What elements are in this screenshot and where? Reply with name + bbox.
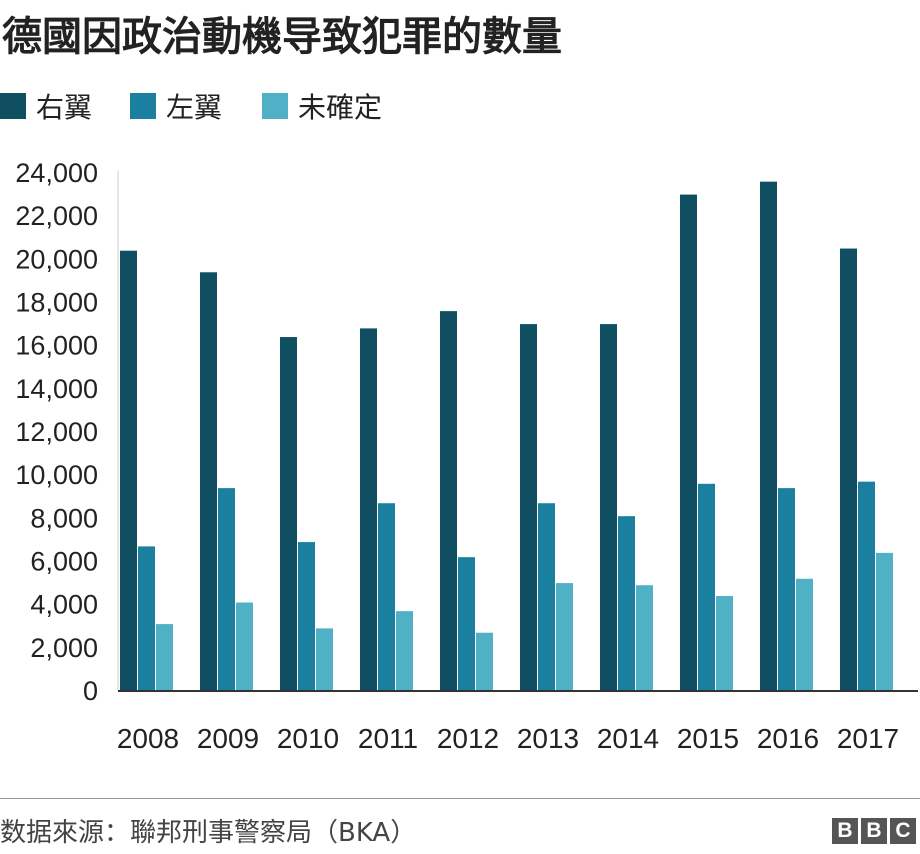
y-tick-label: 0 — [83, 676, 98, 706]
bbc-logo-letter-c: C — [890, 818, 916, 844]
legend-label-left-wing: 左翼 — [166, 91, 223, 124]
legend-item-right-wing: 右翼 — [0, 86, 92, 126]
x-tick-label: 2008 — [117, 723, 179, 754]
bar-2011-series-0 — [360, 328, 377, 691]
legend-item-left-wing: 左翼 — [130, 86, 222, 126]
bar-2008-series-1 — [138, 546, 155, 691]
bar-2013-series-0 — [520, 324, 537, 691]
y-tick-label: 24,000 — [15, 158, 98, 188]
x-tick-label: 2012 — [437, 723, 499, 754]
bar-2012-series-2 — [476, 632, 493, 691]
y-tick-label: 10,000 — [15, 460, 98, 490]
x-tick-label: 2011 — [358, 723, 418, 754]
y-tick-label: 2,000 — [30, 633, 98, 663]
legend-swatch-right-wing — [0, 93, 26, 119]
bar-2010-series-1 — [298, 542, 315, 691]
legend-swatch-left-wing — [130, 93, 156, 119]
bar-2015-series-1 — [698, 483, 715, 691]
bar-2016-series-0 — [760, 181, 777, 691]
bbc-logo: B B C — [832, 818, 916, 844]
y-tick-label: 22,000 — [15, 201, 98, 231]
bar-2017-series-2 — [876, 552, 893, 691]
bar-2010-series-0 — [280, 337, 297, 691]
bar-2009-series-2 — [236, 602, 253, 691]
bar-2017-series-0 — [840, 248, 857, 691]
bar-2015-series-0 — [680, 194, 697, 692]
y-tick-label: 14,000 — [15, 374, 98, 404]
footer-divider — [0, 798, 920, 799]
bar-2009-series-1 — [218, 488, 235, 691]
bar-2008-series-2 — [156, 624, 173, 691]
bbc-logo-letter-b1: B — [832, 818, 858, 844]
y-tick-label: 8,000 — [30, 503, 98, 533]
legend-swatch-undetermined — [262, 93, 288, 119]
bar-2012-series-0 — [440, 311, 457, 691]
bar-2010-series-2 — [316, 628, 333, 691]
bar-2009-series-0 — [200, 272, 217, 691]
y-tick-label: 16,000 — [15, 331, 98, 361]
y-tick-label: 4,000 — [30, 590, 98, 620]
bar-2011-series-1 — [378, 503, 395, 691]
bar-2013-series-2 — [556, 583, 573, 691]
bar-2014-series-1 — [618, 516, 635, 691]
y-tick-label: 18,000 — [15, 288, 98, 318]
bar-2017-series-1 — [858, 481, 875, 691]
x-tick-label: 2014 — [597, 723, 659, 754]
y-tick-label: 20,000 — [15, 244, 98, 274]
y-tick-label: 6,000 — [30, 547, 98, 577]
bar-2016-series-2 — [796, 578, 813, 691]
x-tick-label: 2010 — [277, 723, 339, 754]
x-tick-label: 2013 — [517, 723, 579, 754]
x-tick-label: 2015 — [677, 723, 739, 754]
bar-2014-series-2 — [636, 585, 653, 691]
bar-2014-series-0 — [600, 324, 617, 691]
bar-2015-series-2 — [716, 596, 733, 691]
legend-label-right-wing: 右翼 — [36, 91, 93, 124]
legend-item-undetermined: 未確定 — [262, 86, 382, 126]
bar-chart: 0 2,000 4,000 6,000 8,000 10,000 12,000 14,000 1… — [15, 158, 918, 754]
bbc-logo-letter-b2: B — [861, 818, 887, 844]
x-tick-label: 2016 — [757, 723, 819, 754]
y-tick-label: 12,000 — [15, 417, 98, 447]
bar-2012-series-1 — [458, 557, 475, 691]
legend-label-undetermined: 未確定 — [298, 91, 383, 124]
bar-2008-series-0 — [120, 250, 137, 691]
bar-2013-series-1 — [538, 503, 555, 691]
chart-title: 德國因政治動機导致犯罪的數量 — [2, 14, 562, 60]
source-note: 数据來源：聯邦刑事警察局（BKA） — [0, 818, 417, 848]
bar-2016-series-1 — [778, 488, 795, 691]
bar-2011-series-2 — [396, 611, 413, 691]
x-tick-label: 2017 — [837, 723, 899, 754]
x-tick-label: 2009 — [197, 723, 259, 754]
